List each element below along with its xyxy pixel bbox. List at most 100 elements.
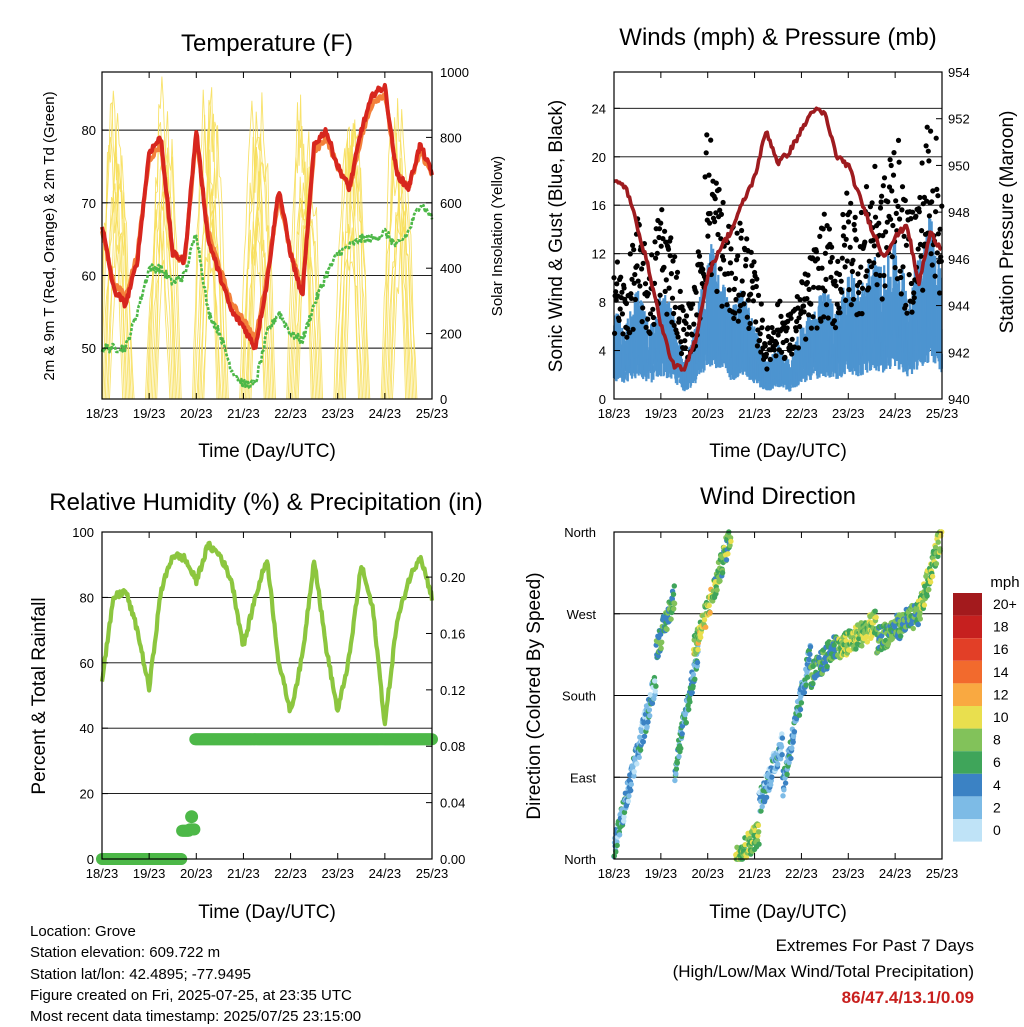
gust-point bbox=[817, 233, 823, 239]
direction-point bbox=[640, 739, 646, 745]
extremes-values: 86/47.4/13.1/0.09 bbox=[841, 988, 974, 1007]
humidity-title: Relative Humidity (%) & Precipitation (i… bbox=[49, 489, 482, 516]
gust-point bbox=[897, 216, 903, 222]
direction-point bbox=[915, 621, 921, 628]
x-tick-label: 23/23 bbox=[832, 406, 865, 421]
gust-point bbox=[869, 200, 875, 206]
gust-point bbox=[920, 287, 926, 293]
direction-point bbox=[719, 570, 726, 576]
y-tick-label-right: 954 bbox=[948, 65, 970, 80]
winds-ticks: 0 4 8 12 16 20 24 940 942 944 946 948 950 952 954 18/23… bbox=[592, 65, 970, 421]
solar-insolation-line bbox=[101, 90, 127, 400]
gust-point bbox=[763, 351, 770, 357]
gust-point bbox=[793, 328, 799, 334]
legend-swatch bbox=[953, 751, 982, 774]
gust-point bbox=[669, 295, 676, 301]
gust-point bbox=[872, 214, 879, 220]
gust-point bbox=[839, 289, 845, 295]
gust-point bbox=[789, 336, 795, 342]
direction-point bbox=[625, 798, 632, 804]
gust-point bbox=[893, 198, 899, 204]
direction-point bbox=[621, 814, 627, 820]
gust-point bbox=[846, 287, 852, 293]
gust-point bbox=[778, 313, 784, 319]
direction-point bbox=[616, 832, 623, 838]
gust-point bbox=[928, 251, 934, 257]
legend-label: 12 bbox=[993, 686, 1009, 702]
rainfall-point bbox=[185, 810, 199, 824]
direction-point bbox=[768, 782, 774, 788]
solar-insolation-line bbox=[343, 123, 369, 400]
gust-point bbox=[906, 272, 912, 278]
gust-point bbox=[754, 276, 760, 282]
gust-point bbox=[758, 349, 764, 355]
solar-insolation-line bbox=[250, 161, 276, 400]
direction-point bbox=[679, 731, 685, 737]
direction-point bbox=[646, 707, 653, 713]
gust-point bbox=[645, 316, 651, 322]
gust-point bbox=[744, 236, 750, 242]
gust-point bbox=[662, 288, 668, 294]
y-tick-label-right: 600 bbox=[440, 196, 462, 211]
solar-insolation-line bbox=[151, 191, 178, 400]
gust-point bbox=[897, 268, 903, 274]
direction-point bbox=[631, 773, 637, 779]
gust-point bbox=[628, 291, 634, 297]
gust-point bbox=[769, 325, 775, 331]
gust-point bbox=[714, 288, 720, 294]
gust-point bbox=[879, 193, 885, 199]
gust-point bbox=[863, 184, 870, 190]
direction-point bbox=[781, 787, 787, 793]
solar-insolation-line bbox=[290, 176, 317, 400]
gust-point bbox=[848, 302, 854, 308]
gust-point bbox=[932, 273, 938, 279]
temperature-line-2m-t bbox=[100, 82, 434, 351]
direction-point bbox=[775, 761, 781, 767]
gust-point bbox=[913, 213, 919, 219]
temperature-series bbox=[100, 76, 434, 400]
gust-point bbox=[627, 251, 633, 257]
y-tick-label: 0 bbox=[87, 852, 94, 867]
gust-point bbox=[805, 272, 811, 278]
temperature-frame bbox=[101, 71, 433, 400]
gust-point bbox=[789, 351, 795, 357]
station-elevation: Station elevation: 609.722 m bbox=[30, 944, 221, 962]
direction-point bbox=[634, 761, 640, 767]
gust-point bbox=[818, 318, 824, 324]
legend-label: 16 bbox=[993, 641, 1009, 657]
direction-point bbox=[804, 674, 811, 680]
direction-point bbox=[687, 699, 693, 705]
gust-point bbox=[759, 325, 765, 331]
direction-point bbox=[725, 551, 731, 557]
gust-point bbox=[885, 199, 891, 205]
direction-point bbox=[756, 829, 762, 835]
gust-point bbox=[858, 209, 865, 216]
gust-point bbox=[828, 274, 834, 280]
y-tick-label: 80 bbox=[80, 590, 94, 605]
temperature-line-2m-td bbox=[100, 203, 434, 390]
gust-point bbox=[814, 325, 820, 331]
gust-point bbox=[767, 356, 773, 363]
gust-point bbox=[919, 160, 925, 166]
gust-point bbox=[700, 266, 706, 272]
solar-insolation-line bbox=[386, 207, 412, 400]
speed-legend-title: mph bbox=[990, 574, 1019, 591]
gust-point bbox=[658, 220, 664, 226]
gust-point bbox=[838, 278, 844, 284]
gust-point bbox=[721, 257, 727, 263]
y-tick-label-right: 0.20 bbox=[440, 570, 465, 585]
x-tick-label: 23/23 bbox=[832, 866, 865, 881]
gust-point bbox=[639, 319, 645, 325]
gust-point bbox=[874, 282, 880, 288]
direction-point bbox=[778, 744, 785, 750]
y-tick-label: 24 bbox=[592, 101, 606, 116]
gust-point bbox=[657, 292, 663, 298]
direction-point bbox=[673, 766, 680, 772]
gust-point bbox=[630, 326, 636, 332]
gust-point bbox=[674, 269, 681, 275]
gust-point bbox=[640, 260, 646, 266]
gust-point bbox=[901, 233, 907, 239]
gust-point bbox=[686, 324, 692, 330]
gust-point bbox=[744, 314, 750, 320]
